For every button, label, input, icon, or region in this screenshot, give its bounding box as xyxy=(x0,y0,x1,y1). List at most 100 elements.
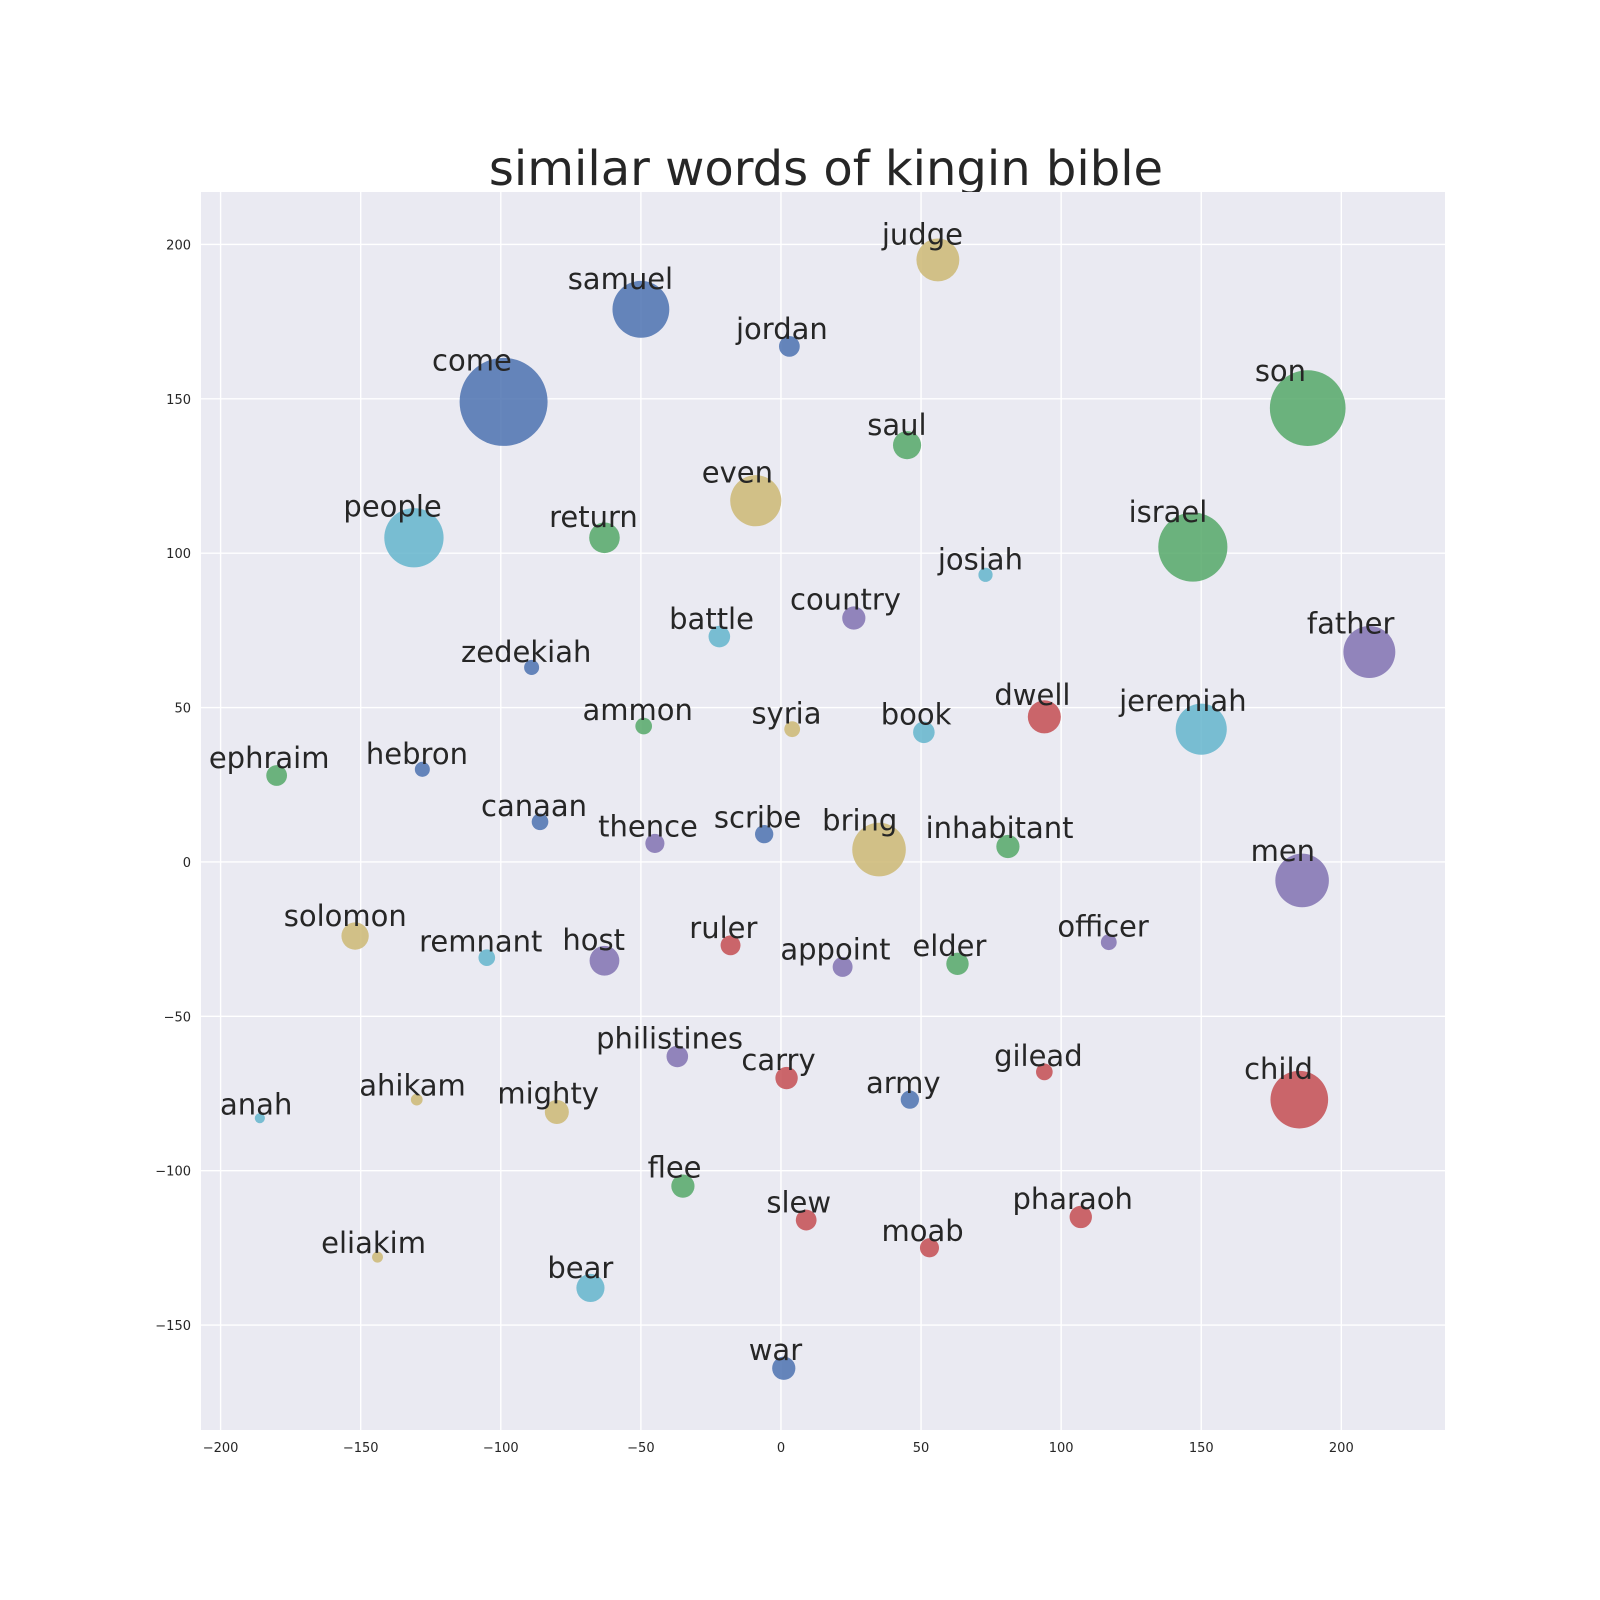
bubble-remnant xyxy=(478,949,496,966)
y-tick-label: −50 xyxy=(164,1010,191,1025)
label-pharaoh: pharaoh xyxy=(1013,1182,1133,1216)
bubble-son xyxy=(1269,370,1346,446)
bubble-child xyxy=(1270,1070,1329,1129)
bubble-jordan xyxy=(778,335,800,357)
label-father: father xyxy=(1307,606,1395,640)
label-thence: thence xyxy=(598,810,698,844)
label-inhabitant: inhabitant xyxy=(926,811,1074,845)
label-book: book xyxy=(881,698,952,732)
bubble-flee xyxy=(671,1174,695,1198)
bubble-bear xyxy=(576,1273,605,1303)
bubbles xyxy=(254,238,1396,1380)
label-scribe: scribe xyxy=(714,801,801,835)
x-tick-label: 150 xyxy=(1189,1441,1214,1456)
label-war: war xyxy=(749,1333,802,1367)
bubble-solomon xyxy=(341,922,369,950)
label-ammon: ammon xyxy=(582,693,692,727)
bubble-country xyxy=(842,606,866,630)
axis-ticks: −200 −150 −100 −50 0 50 100 150 200 −150 −100 −50 0 5… xyxy=(155,238,1353,1456)
bubble-dwell xyxy=(1027,700,1061,734)
label-men: men xyxy=(1251,834,1315,868)
bubble-appoint xyxy=(832,956,853,977)
label-appoint: appoint xyxy=(780,933,890,967)
label-zedekiah: zedekiah xyxy=(461,635,591,669)
label-country: country xyxy=(790,583,901,617)
x-tick-label: −100 xyxy=(483,1441,519,1456)
y-tick-label: 200 xyxy=(166,238,191,253)
label-people: people xyxy=(343,489,441,523)
label-come: come xyxy=(432,343,512,377)
bubble-judge xyxy=(916,238,960,282)
bubble-officer xyxy=(1100,934,1117,951)
y-tick-label: 100 xyxy=(166,547,191,562)
x-tick-label: −50 xyxy=(627,1441,654,1456)
bubble-gilead xyxy=(1036,1063,1053,1081)
label-ruler: ruler xyxy=(689,911,757,945)
bubble-ruler xyxy=(720,935,741,956)
bubble-come xyxy=(459,357,548,446)
label-jeremiah: jeremiah xyxy=(1118,684,1246,718)
y-tick-label: −100 xyxy=(155,1165,191,1180)
x-tick-label: 200 xyxy=(1329,1441,1354,1456)
y-tick-label: 0 xyxy=(183,856,191,871)
bubble-syria xyxy=(784,721,801,738)
x-tick-label: −200 xyxy=(203,1441,239,1456)
label-even: even xyxy=(702,455,773,489)
label-moab: moab xyxy=(881,1214,963,1248)
label-solomon: solomon xyxy=(284,899,407,933)
bubble-pharaoh xyxy=(1069,1205,1092,1229)
label-syria: syria xyxy=(751,696,821,730)
label-slew: slew xyxy=(766,1186,831,1220)
label-army: army xyxy=(866,1066,941,1100)
x-tick-label: 100 xyxy=(1049,1441,1074,1456)
bubble-moab xyxy=(919,1238,940,1258)
bubble-inhabitant xyxy=(996,834,1020,859)
label-remnant: remnant xyxy=(419,925,542,959)
label-canaan: canaan xyxy=(481,789,587,823)
label-battle: battle xyxy=(669,602,754,636)
label-saul: saul xyxy=(867,408,926,442)
bubble-israel xyxy=(1158,512,1228,582)
y-tick-label: −150 xyxy=(155,1319,191,1334)
x-tick-label: 0 xyxy=(777,1441,785,1456)
label-judge: judge xyxy=(881,217,963,251)
label-host: host xyxy=(562,923,625,957)
bubble-mighty xyxy=(544,1099,569,1125)
x-tick-label: 50 xyxy=(913,1441,930,1456)
label-ahikam: ahikam xyxy=(359,1068,466,1102)
label-gilead: gilead xyxy=(994,1039,1083,1073)
bubble-philistines xyxy=(666,1045,689,1068)
label-samuel: samuel xyxy=(568,262,673,296)
label-eliakim: eliakim xyxy=(321,1226,426,1260)
bubble-samuel xyxy=(612,280,670,338)
label-elder: elder xyxy=(912,929,986,963)
bubble-canaan xyxy=(531,813,549,831)
label-anah: anah xyxy=(220,1088,292,1122)
label-josiah: josiah xyxy=(937,543,1023,577)
bubble-battle xyxy=(708,625,731,648)
bubble-elder xyxy=(946,952,969,976)
bubble-even xyxy=(730,475,782,527)
label-philistines: philistines xyxy=(596,1022,743,1056)
y-tick-label: 150 xyxy=(166,393,191,408)
bubble-war xyxy=(772,1356,796,1380)
label-hebron: hebron xyxy=(366,737,468,771)
bubble-book xyxy=(913,721,935,744)
bubble-scribe xyxy=(755,825,774,844)
label-israel: israel xyxy=(1129,495,1208,529)
label-son: son xyxy=(1255,354,1306,388)
label-child: child xyxy=(1244,1052,1313,1086)
label-ephraim: ephraim xyxy=(209,741,330,775)
label-dwell: dwell xyxy=(994,678,1070,712)
label-officer: officer xyxy=(1057,910,1149,944)
bubble-bring xyxy=(852,822,906,877)
bubble-eliakim xyxy=(372,1251,383,1263)
bubble-thence xyxy=(645,833,665,853)
bubble-people xyxy=(384,508,444,568)
bubble-zedekiah xyxy=(524,659,540,675)
word-labels: come son israel people child samuel bring men fa… xyxy=(209,217,1395,1366)
bubble-josiah xyxy=(978,567,993,582)
label-jordan: jordan xyxy=(735,312,828,346)
y-tick-label: 50 xyxy=(174,702,191,717)
